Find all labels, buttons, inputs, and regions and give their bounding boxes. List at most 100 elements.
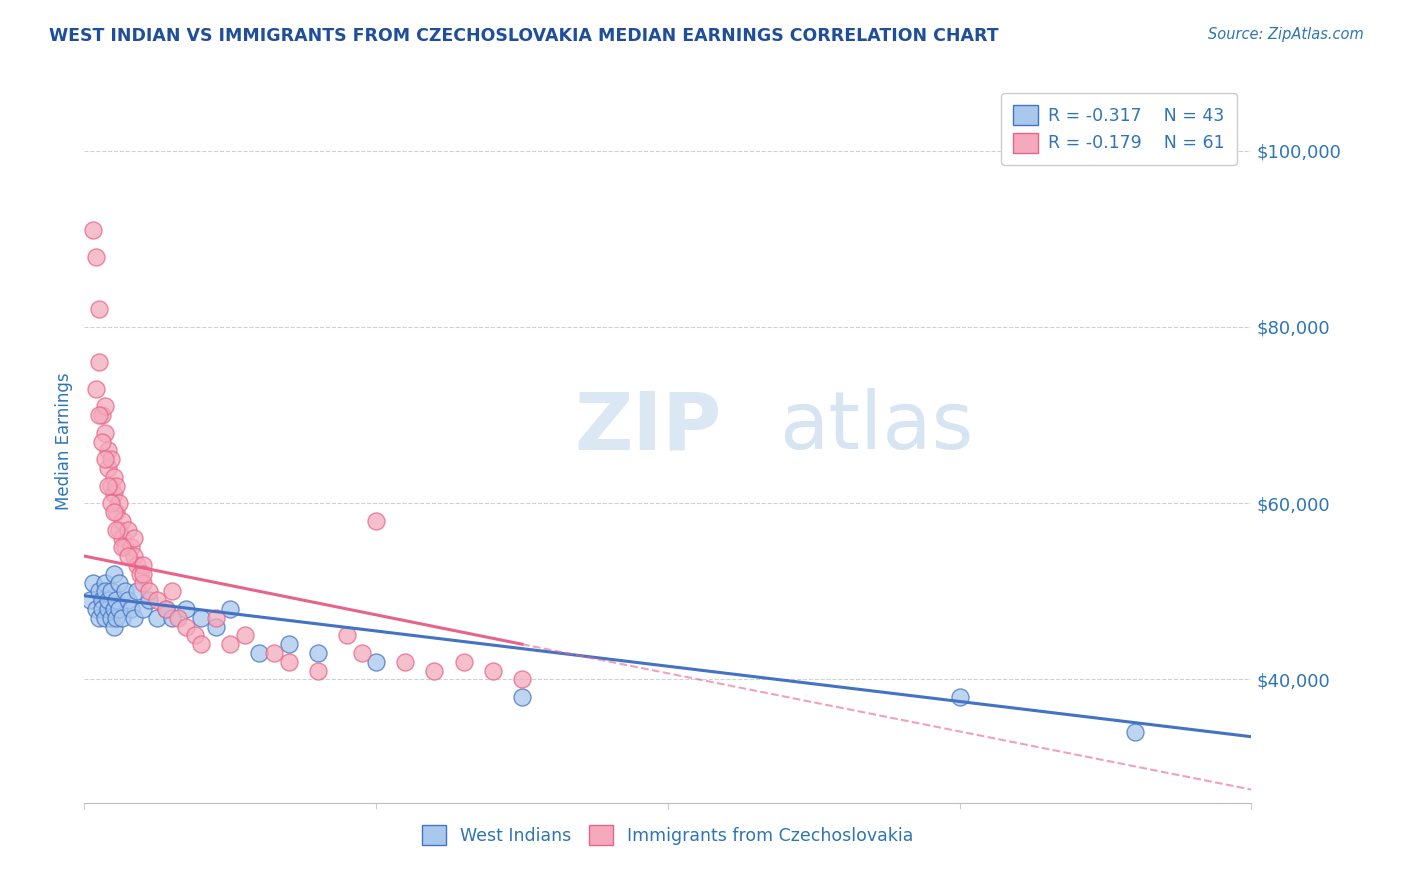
Point [108,602,131,616]
Point [146,593,169,607]
Point [132,575,155,590]
Point [100,478,122,492]
Point [190,611,212,625]
Point [176,602,198,616]
Legend: West Indians, Immigrants from Czechoslovakia: West Indians, Immigrants from Czechoslov… [412,814,924,855]
Point [105,593,128,607]
Point [138,584,160,599]
Point [277,637,299,651]
Point [117,549,139,563]
Point [87,584,110,599]
Point [249,646,271,660]
Point [105,478,128,492]
Point [108,496,131,510]
Point [97,461,120,475]
Point [366,514,388,528]
Point [233,628,256,642]
Point [219,602,242,616]
Point [90,408,112,422]
Point [184,628,207,642]
Point [108,575,131,590]
Point [125,558,148,572]
Point [120,541,142,555]
Text: WEST INDIAN VS IMMIGRANTS FROM CZECHOSLOVAKIA MEDIAN EARNINGS CORRELATION CHART: WEST INDIAN VS IMMIGRANTS FROM CZECHOSLO… [49,27,998,45]
Point [122,532,145,546]
Point [103,487,125,501]
Point [366,655,388,669]
Point [117,523,139,537]
Point [114,541,136,555]
Point [160,584,183,599]
Point [94,584,117,599]
Point [482,664,505,678]
Text: ZIP: ZIP [575,388,721,467]
Point [97,443,120,458]
Point [219,637,242,651]
Point [97,478,120,492]
Point [97,602,120,616]
Point [105,523,128,537]
Point [117,593,139,607]
Point [155,602,177,616]
Point [128,566,150,581]
Point [87,302,110,317]
Point [146,611,169,625]
Point [90,602,112,616]
Point [103,602,125,616]
Point [103,619,125,633]
Point [132,558,155,572]
Point [100,611,122,625]
Point [87,408,110,422]
Point [94,575,117,590]
Y-axis label: Median Earnings: Median Earnings [55,373,73,510]
Point [394,655,416,669]
Point [190,637,212,651]
Point [94,611,117,625]
Point [114,584,136,599]
Point [97,593,120,607]
Point [120,602,142,616]
Point [90,434,112,449]
Point [105,505,128,519]
Point [510,690,533,704]
Point [84,602,107,616]
Point [138,593,160,607]
Point [90,593,112,607]
Point [111,611,134,625]
Point [125,584,148,599]
Point [307,646,329,660]
Point [176,619,198,633]
Point [79,593,101,607]
Point [94,452,117,467]
Point [103,566,125,581]
Point [453,655,475,669]
Point [111,514,134,528]
Point [350,646,373,660]
Point [132,602,155,616]
Point [277,655,299,669]
Point [510,673,533,687]
Point [423,664,446,678]
Point [87,611,110,625]
Point [94,425,117,440]
Point [105,611,128,625]
Text: Source: ZipAtlas.com: Source: ZipAtlas.com [1208,27,1364,42]
Point [111,532,134,546]
Point [155,602,177,616]
Point [84,382,107,396]
Point [94,399,117,413]
Point [111,541,134,555]
Point [82,575,104,590]
Point [100,496,122,510]
Point [82,223,104,237]
Point [122,611,145,625]
Point [949,690,972,704]
Point [132,566,155,581]
Point [100,584,122,599]
Point [1123,725,1146,739]
Point [87,355,110,369]
Point [307,664,329,678]
Point [204,619,226,633]
Point [103,470,125,484]
Point [100,452,122,467]
